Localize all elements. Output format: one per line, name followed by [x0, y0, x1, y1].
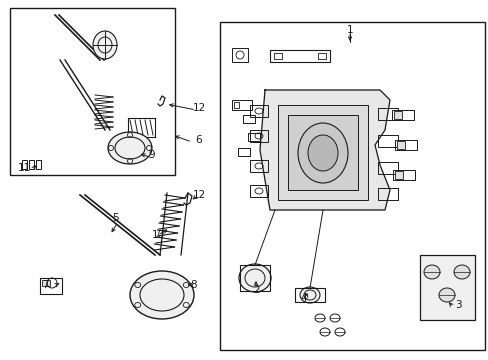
- Bar: [29, 160, 34, 169]
- Bar: [220, 22, 484, 350]
- Text: 12: 12: [193, 103, 206, 113]
- Bar: [393, 111, 401, 119]
- Ellipse shape: [453, 265, 469, 279]
- Text: 11: 11: [18, 163, 31, 173]
- Bar: [377, 188, 397, 200]
- Text: 6: 6: [195, 135, 201, 145]
- Bar: [240, 265, 269, 291]
- Bar: [42, 280, 50, 286]
- Bar: [22, 160, 27, 169]
- Bar: [392, 170, 414, 180]
- Ellipse shape: [93, 31, 117, 59]
- Bar: [377, 162, 397, 174]
- Bar: [391, 110, 413, 120]
- Text: 5: 5: [112, 213, 119, 223]
- Bar: [278, 105, 367, 200]
- Bar: [419, 255, 474, 320]
- Bar: [269, 50, 329, 62]
- Bar: [10, 8, 175, 175]
- Bar: [234, 102, 239, 108]
- Polygon shape: [260, 90, 389, 210]
- Bar: [231, 100, 251, 110]
- Bar: [247, 133, 260, 141]
- Bar: [231, 48, 247, 62]
- Bar: [249, 130, 267, 142]
- Bar: [36, 160, 41, 169]
- Text: 10: 10: [152, 230, 165, 240]
- Text: 1: 1: [346, 25, 353, 35]
- Bar: [377, 108, 397, 120]
- Bar: [243, 115, 254, 123]
- Bar: [40, 278, 62, 294]
- Bar: [249, 105, 267, 117]
- Text: 3: 3: [454, 300, 461, 310]
- Ellipse shape: [108, 132, 152, 164]
- Ellipse shape: [307, 135, 337, 171]
- Bar: [249, 160, 267, 172]
- Ellipse shape: [299, 287, 319, 303]
- Bar: [396, 141, 404, 149]
- Bar: [273, 53, 282, 59]
- Text: 2: 2: [252, 285, 259, 295]
- Text: 12: 12: [193, 190, 206, 200]
- Text: 8: 8: [190, 280, 196, 290]
- Bar: [394, 171, 402, 179]
- Text: 7: 7: [42, 280, 48, 290]
- Bar: [294, 288, 325, 302]
- Ellipse shape: [423, 265, 439, 279]
- Bar: [238, 148, 249, 156]
- Ellipse shape: [239, 264, 270, 292]
- Bar: [249, 185, 267, 197]
- Bar: [317, 53, 325, 59]
- Bar: [394, 140, 416, 150]
- Bar: [287, 115, 357, 190]
- Ellipse shape: [438, 288, 454, 302]
- Ellipse shape: [130, 271, 194, 319]
- Bar: [377, 135, 397, 147]
- Ellipse shape: [297, 123, 347, 183]
- Text: 4: 4: [299, 293, 306, 303]
- Text: 9: 9: [148, 150, 154, 160]
